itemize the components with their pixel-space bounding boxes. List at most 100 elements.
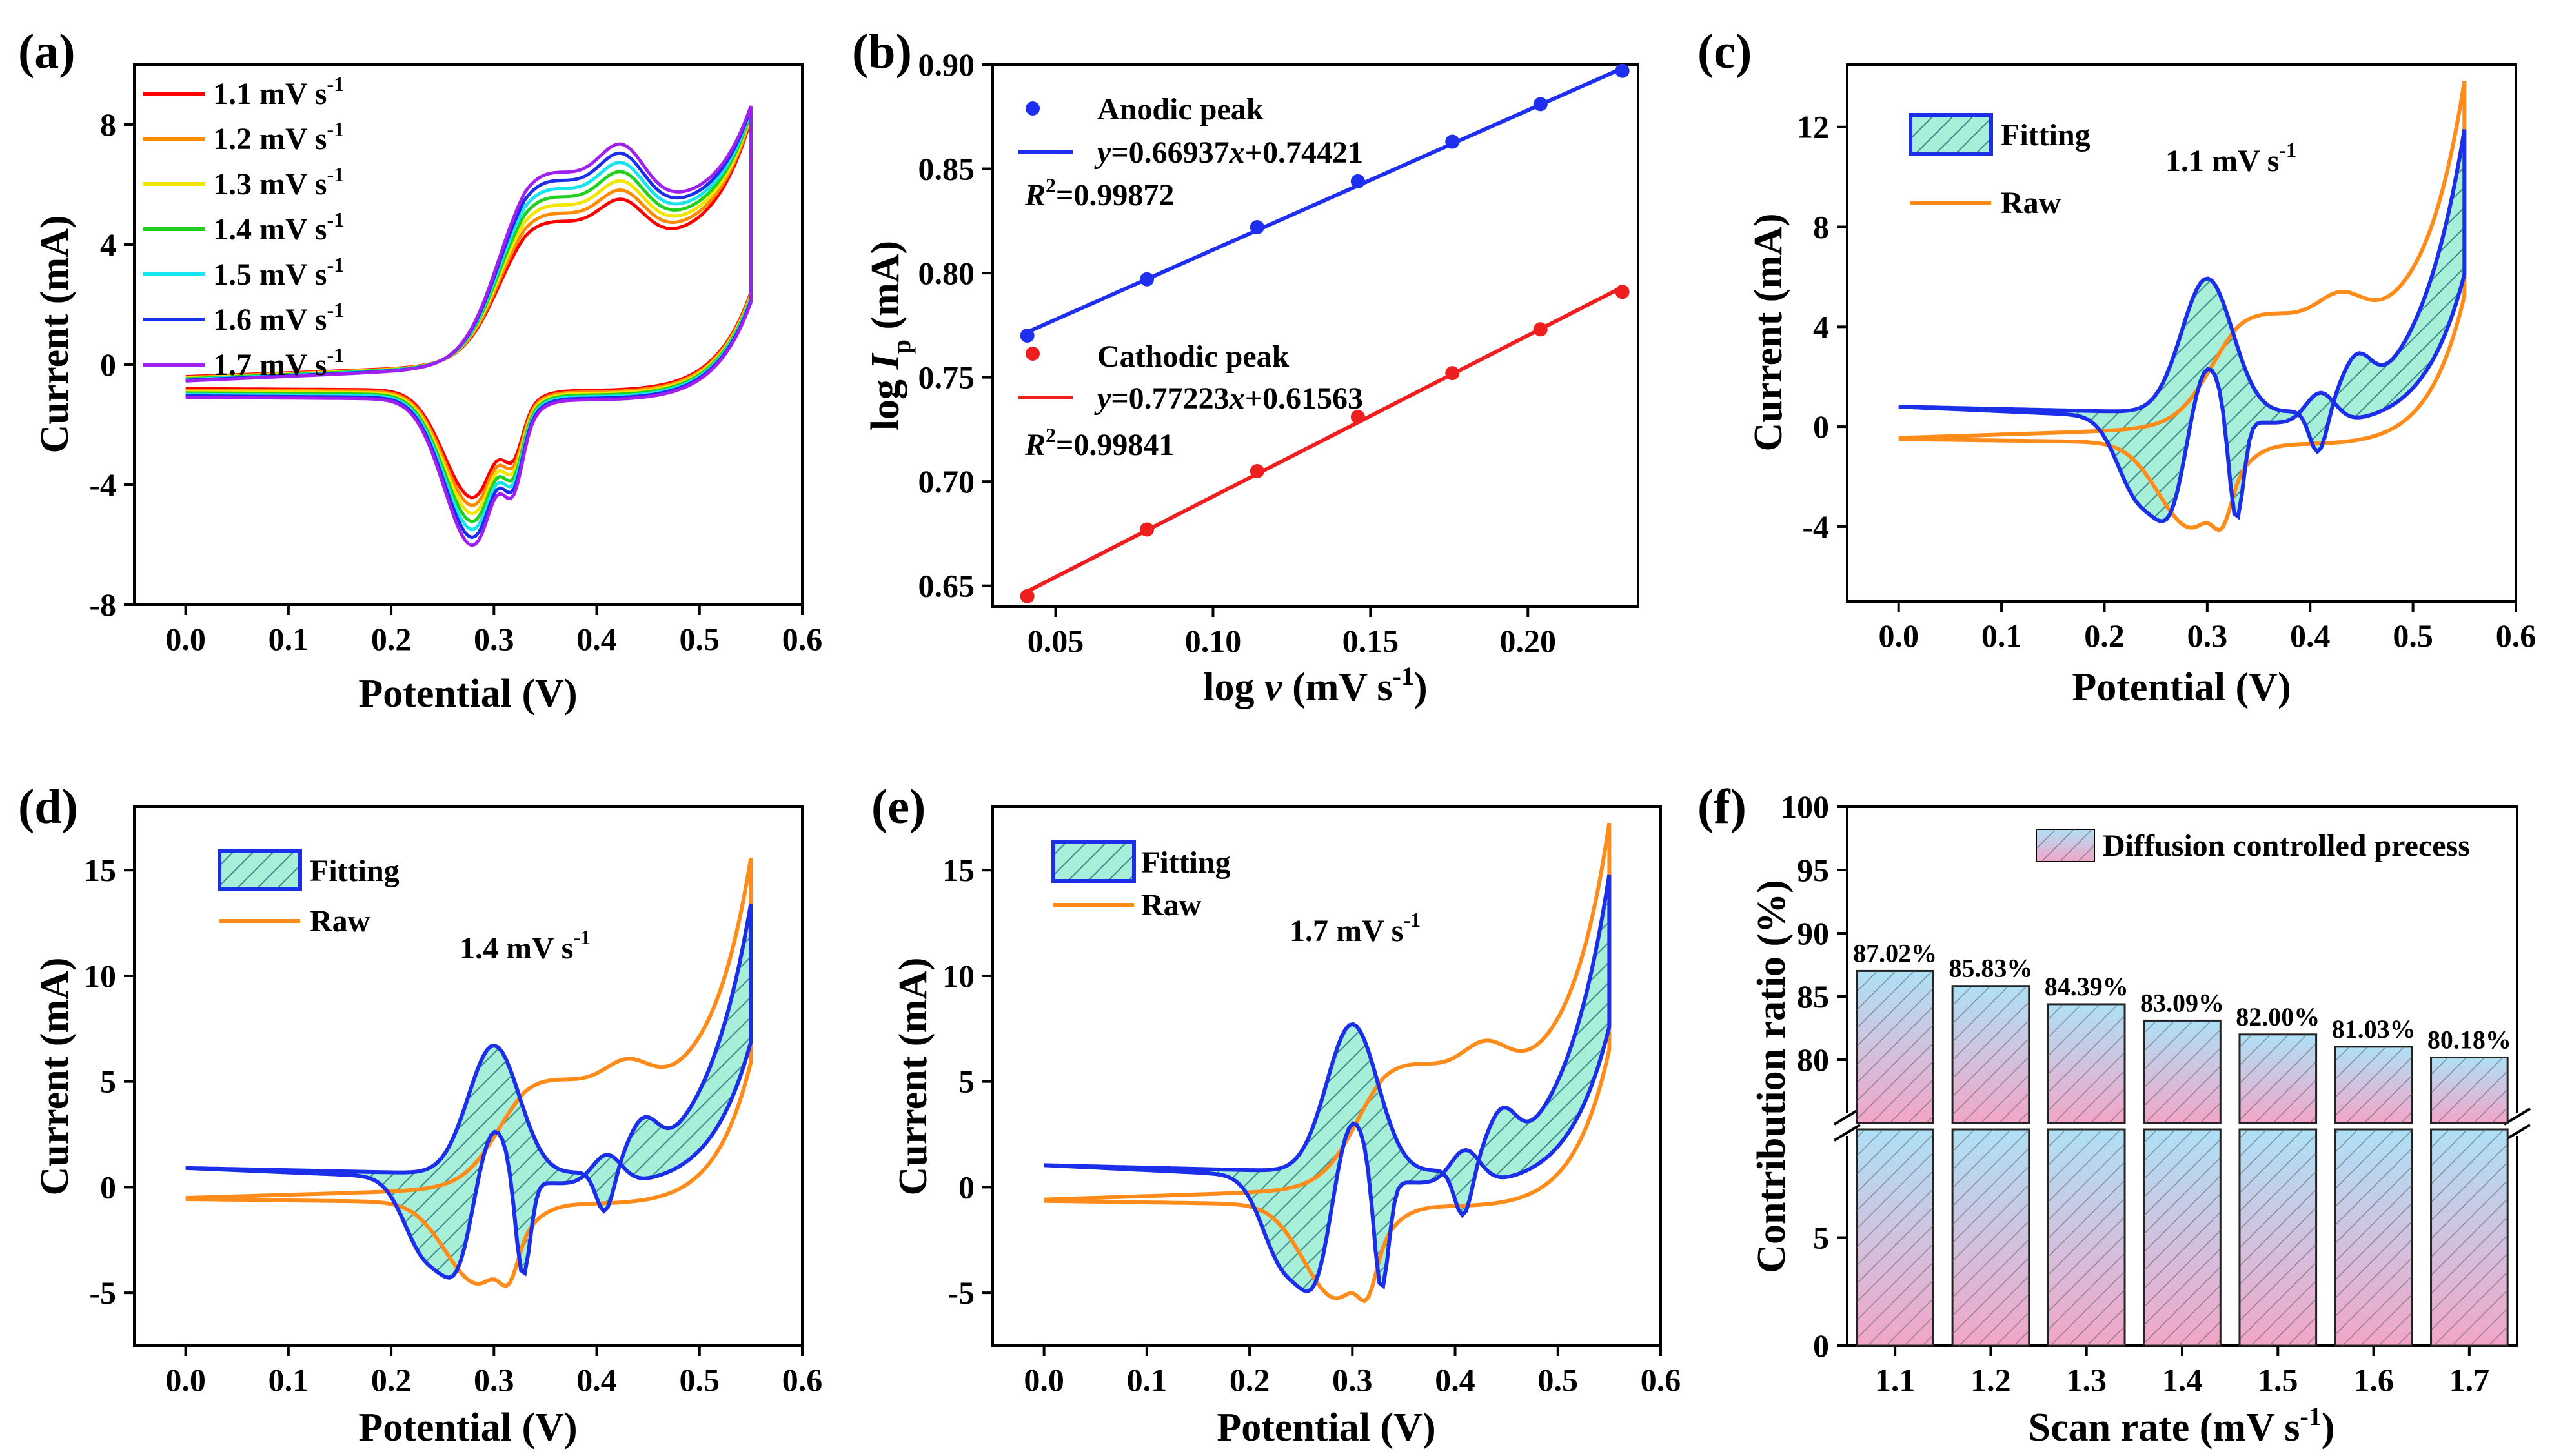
panel-c-legend: Fitting Raw — [1909, 113, 2091, 220]
bar-lower-hatch — [1856, 1129, 1934, 1346]
bar-value-label: 82.00% — [2236, 1002, 2320, 1031]
x-tick-label: 0.10 — [1185, 623, 1242, 659]
x-tick-label: 0.3 — [474, 621, 514, 657]
panel-e-frame — [991, 805, 1662, 1347]
bar-value-label: 80.18% — [2427, 1025, 2511, 1054]
y-tick-label: 0.65 — [918, 568, 975, 604]
anodic-fit-line — [1026, 66, 1623, 334]
panel-c-ylabel: Current (mA) — [1747, 213, 1790, 451]
x-tick-label: 0.6 — [2496, 618, 2537, 654]
bar-lower-hatch — [1952, 1129, 2029, 1346]
x-tick-label: 0.1 — [1127, 1362, 1168, 1398]
x-tick-label: 0.4 — [576, 621, 617, 657]
cathodic-legend-label: Cathodic peak — [1097, 339, 1290, 374]
raw-legend-label: Raw — [310, 904, 370, 938]
fitting-area — [185, 904, 751, 1278]
bar-upper-hatch — [2335, 1046, 2412, 1123]
panel-f-legend: Diffusion controlled precess — [2036, 829, 2470, 863]
bar-value-label: 81.03% — [2332, 1015, 2416, 1044]
y-tick-label: 5 — [1813, 1220, 1829, 1256]
panel-a: (a) 0.0 0.1 0.2 0.3 0.4 0.5 0.6 -8 -4 0 4 8 Potent… — [18, 25, 822, 716]
anodic-point — [1615, 63, 1630, 78]
bar-upper-hatch — [1952, 986, 2029, 1123]
panel-b-marks — [1020, 63, 1630, 603]
y-tick-label: 4 — [100, 227, 116, 263]
raw-legend-label: Raw — [1141, 888, 1202, 922]
fitting-area — [1898, 129, 2465, 521]
anodic-point — [1445, 134, 1460, 149]
bar-lower-hatch — [2335, 1129, 2412, 1346]
x-tick-label: 0.4 — [576, 1362, 617, 1398]
cathodic-point — [1445, 366, 1460, 381]
legend-label-1.6: 1.6 mV s-1 — [213, 298, 344, 337]
x-tick-label: 0.5 — [1538, 1362, 1579, 1398]
y-tick-label: 85 — [1797, 978, 1829, 1015]
panel-a-xlabel: Potential (V) — [358, 672, 577, 716]
x-tick-label: 0.5 — [680, 1362, 720, 1398]
x-tick-label: 0.3 — [474, 1362, 514, 1398]
panel-f-yticks: 0 5 80 85 90 95 100 — [1781, 789, 1847, 1364]
cathodic-legend-marker — [1026, 347, 1040, 361]
bar-upper-hatch — [2431, 1057, 2508, 1123]
x-tick-label: 1.7 — [2449, 1362, 2490, 1398]
x-tick-label: 0.6 — [1641, 1362, 1681, 1398]
y-tick-label: 0.85 — [918, 151, 975, 187]
panel-f-label: (f) — [1697, 780, 1747, 834]
panel-f-ylabel: Contribution ratio (%) — [1750, 880, 1794, 1273]
x-tick-label: 0.5 — [2393, 618, 2433, 654]
y-tick-label: 15 — [942, 852, 975, 888]
panel-b-label: (b) — [852, 25, 912, 79]
diffusion-legend-hatch — [2036, 829, 2094, 862]
panel-a-legend: 1.1 mV s-1 1.2 mV s-1 1.3 mV s-1 1.4 mV s-1… — [143, 72, 344, 382]
cathodic-point — [1533, 322, 1548, 337]
panel-d-yticks: -5 0 5 10 15 — [84, 852, 134, 1311]
legend-label-1.4: 1.4 mV s-1 — [213, 208, 344, 247]
legend-label-1.5: 1.5 mV s-1 — [213, 253, 344, 292]
panel-d-legend: Fitting Raw — [218, 849, 400, 938]
panel-c-rate-label: 1.1 mV s-1 — [2165, 138, 2296, 178]
panel-d-rate-label: 1.4 mV s-1 — [460, 925, 591, 966]
panel-b-ylabel: log Ip (mA) — [864, 241, 916, 430]
fitting-legend-label: Fitting — [2001, 118, 2091, 152]
anodic-point — [1020, 329, 1035, 343]
cathodic-point — [1350, 410, 1365, 424]
panel-d-frame — [133, 805, 804, 1347]
bar-lower-hatch — [2239, 1129, 2316, 1346]
y-tick-label: 8 — [1813, 209, 1829, 245]
y-tick-label: -4 — [89, 467, 116, 503]
bar-lower-hatch — [2431, 1129, 2508, 1346]
panel-b: (b) 0.05 0.10 0.15 0.20 0.65 0.70 0.75 0.80 0.8… — [852, 25, 1639, 709]
panel-e: (e) 0.0 0.1 0.2 0.3 0.4 0.5 0.6 -5 0 5 10 15 Poten… — [871, 780, 1681, 1450]
x-tick-label: 1.1 — [1875, 1362, 1916, 1398]
cathodic-fit-line — [1026, 285, 1623, 594]
fitting-curve — [185, 903, 753, 1280]
cathodic-point — [1140, 522, 1155, 537]
panel-c-yticks: -4 0 4 8 12 — [1797, 109, 1847, 545]
axis-break-mark — [1833, 1124, 1861, 1142]
cathodic-point — [1615, 285, 1630, 299]
bar-upper-hatch — [1856, 971, 1934, 1123]
panel-a-ylabel: Current (mA) — [33, 215, 77, 453]
panel-c-xlabel: Potential (V) — [2072, 665, 2291, 709]
y-tick-label: -5 — [89, 1275, 116, 1311]
panel-a-yticks: -8 -4 0 4 8 — [89, 106, 134, 623]
panel-e-legend: Fitting Raw — [1051, 840, 1231, 922]
x-tick-label: 0.1 — [268, 621, 309, 657]
bar-upper-hatch — [2143, 1020, 2221, 1123]
y-tick-label: 0.80 — [918, 255, 975, 291]
x-tick-label: 0.15 — [1342, 623, 1399, 659]
panel-d-curves — [185, 857, 753, 1289]
panel-b-frame — [991, 63, 1639, 608]
panel-b-legend: Anodic peak y=0.66937x+0.74421 R2=0.9987… — [1018, 92, 1363, 462]
panel-e-xticks: 0.0 0.1 0.2 0.3 0.4 0.5 0.6 — [1024, 1346, 1681, 1398]
anodic-equation: y=0.66937x+0.74421 — [1094, 136, 1363, 170]
y-tick-label: 100 — [1781, 789, 1829, 825]
x-tick-label: 0.0 — [1024, 1362, 1064, 1398]
x-tick-label: 1.5 — [2258, 1362, 2298, 1398]
panel-a-xticks: 0.0 0.1 0.2 0.3 0.4 0.5 0.6 — [165, 605, 822, 657]
panel-a-frame — [133, 63, 804, 606]
panel-b-xlabel: log v (mV s-1) — [1203, 662, 1427, 709]
cathodic-point — [1250, 464, 1264, 478]
fitting-legend-swatch — [1051, 840, 1136, 883]
x-tick-label: 0.2 — [371, 621, 412, 657]
